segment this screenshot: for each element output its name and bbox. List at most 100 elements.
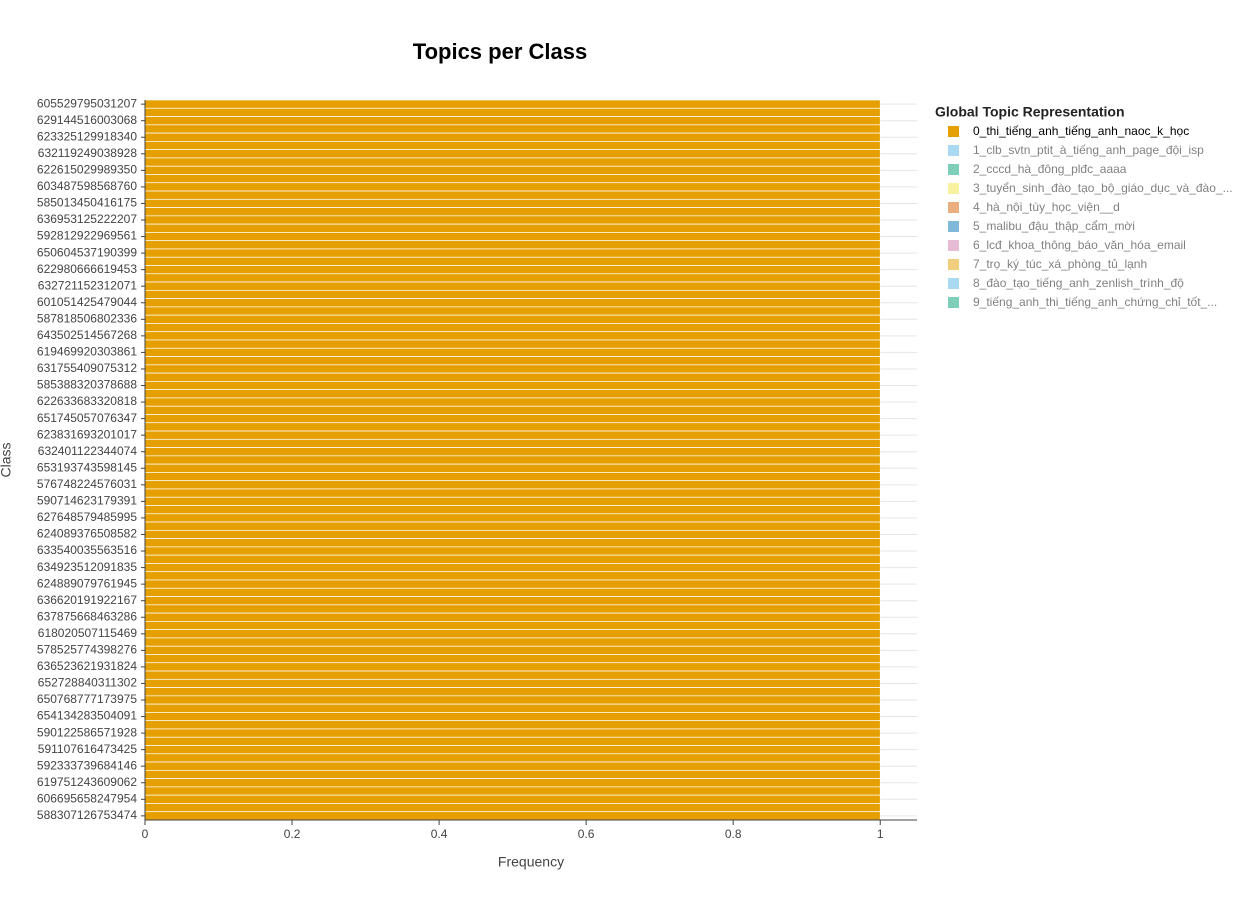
bar bbox=[144, 256, 881, 266]
bar bbox=[144, 306, 881, 316]
bar bbox=[144, 695, 881, 705]
bar bbox=[144, 505, 881, 515]
bar bbox=[144, 678, 881, 688]
bar bbox=[144, 579, 881, 589]
bar bbox=[144, 248, 881, 258]
y-tick-label: 650604537190399 bbox=[37, 245, 137, 259]
legend-label[interactable]: 8_đào_tạo_tiếng_anh_zenlish_trình_độ bbox=[973, 276, 1184, 290]
bar bbox=[144, 149, 881, 159]
bar bbox=[144, 720, 881, 730]
y-tick-label: 632401122344074 bbox=[38, 444, 138, 458]
bar bbox=[144, 289, 881, 299]
bar bbox=[144, 240, 881, 250]
bar bbox=[144, 107, 881, 117]
legend-swatch[interactable] bbox=[948, 164, 959, 175]
bar bbox=[144, 637, 881, 647]
y-tick-label: 636523621931824 bbox=[37, 659, 137, 673]
y-tick-label: 652728840311302 bbox=[38, 676, 138, 690]
bar bbox=[144, 356, 881, 366]
y-tick-label: 619751243609062 bbox=[37, 775, 137, 789]
legend-swatch[interactable] bbox=[948, 259, 959, 270]
y-tick-label: 592333739684146 bbox=[37, 758, 137, 772]
y-tick-label: 627648579485995 bbox=[37, 510, 137, 524]
y-tick-label: 618020507115469 bbox=[38, 626, 138, 640]
y-tick-label: 592812922969561 bbox=[37, 229, 137, 243]
legend-swatch[interactable] bbox=[948, 278, 959, 289]
y-tick-label: 631755409075312 bbox=[37, 361, 137, 375]
legend-label[interactable]: 1_clb_svtn_ptit_à_tiếng_anh_page_đội_isp bbox=[973, 143, 1204, 157]
legend-swatch[interactable] bbox=[948, 183, 959, 194]
bar bbox=[144, 447, 881, 457]
legend-swatch[interactable] bbox=[948, 126, 959, 137]
y-tick-label: 578525774398276 bbox=[37, 643, 137, 657]
x-axis-title: Frequency bbox=[498, 854, 564, 870]
bar bbox=[144, 389, 881, 399]
bar bbox=[144, 745, 881, 755]
legend-swatch[interactable] bbox=[948, 297, 959, 308]
y-tick-label: 629144516003068 bbox=[37, 113, 137, 127]
legend-label[interactable]: 2_cccd_hà_đông_plđc_aaaa bbox=[973, 162, 1127, 176]
bar bbox=[144, 190, 881, 200]
bar bbox=[144, 273, 881, 283]
legend-label[interactable]: 3_tuyển_sinh_đào_tạo_bộ_giáo_dục_và_đào_… bbox=[973, 181, 1233, 195]
bar bbox=[144, 645, 881, 655]
legend-label[interactable]: 9_tiếng_anh_thi_tiếng_anh_chứng_chỉ_tốt_… bbox=[973, 295, 1217, 309]
bar bbox=[144, 174, 881, 184]
y-tick-label: 636953125222207 bbox=[37, 212, 137, 226]
legend-label[interactable]: 7_trọ_ký_túc_xá_phòng_tủ_lạnh bbox=[973, 257, 1147, 271]
legend-swatch[interactable] bbox=[948, 202, 959, 213]
bar bbox=[144, 794, 881, 804]
y-tick-label: 624889079761945 bbox=[37, 576, 137, 590]
y-tick-label: 637875668463286 bbox=[37, 609, 137, 623]
bar bbox=[144, 769, 881, 779]
bar bbox=[144, 157, 881, 167]
bar bbox=[144, 554, 881, 564]
legend-swatch[interactable] bbox=[948, 240, 959, 251]
bar bbox=[144, 488, 881, 498]
legend-label[interactable]: 0_thi_tiếng_anh_tiếng_anh_naoc_k_học bbox=[973, 124, 1189, 138]
y-tick-label: 606695658247954 bbox=[37, 791, 137, 805]
y-tick-label: 590714623179391 bbox=[37, 494, 137, 508]
bar bbox=[144, 422, 881, 432]
legend-label[interactable]: 6_lcđ_khoa_thông_báo_văn_hóa_email bbox=[973, 238, 1186, 252]
bar bbox=[144, 472, 881, 482]
y-tick-label: 624089376508582 bbox=[37, 527, 137, 541]
bar bbox=[144, 712, 881, 722]
y-tick-label: 632721152312071 bbox=[38, 278, 138, 292]
legend-label[interactable]: 5_malibu_đậu_thập_cẩm_mời bbox=[973, 219, 1135, 233]
y-tick-label: 636620191922167 bbox=[37, 593, 137, 607]
legend-label[interactable]: 4_hà_nội_tùy_học_viện__d bbox=[973, 200, 1120, 214]
x-tick-label: 0.6 bbox=[578, 827, 595, 841]
y-tick-label: 587818506802336 bbox=[37, 311, 137, 325]
bar bbox=[144, 141, 881, 151]
bar bbox=[144, 414, 881, 424]
legend-swatch[interactable] bbox=[948, 221, 959, 232]
x-tick-label: 0.4 bbox=[431, 827, 448, 841]
legend-title: Global Topic Representation bbox=[935, 104, 1125, 120]
bar bbox=[144, 480, 881, 490]
bar bbox=[144, 207, 881, 217]
legend-swatch[interactable] bbox=[948, 145, 959, 156]
y-tick-label: 605529795031207 bbox=[37, 96, 137, 110]
bar bbox=[144, 546, 881, 556]
y-tick-label: 622615029989350 bbox=[37, 163, 137, 177]
bar bbox=[144, 778, 881, 788]
bar bbox=[144, 124, 881, 134]
bar bbox=[144, 116, 881, 126]
bar bbox=[144, 629, 881, 639]
bar bbox=[144, 728, 881, 738]
y-tick-label: 623831693201017 bbox=[37, 427, 137, 441]
bar bbox=[144, 563, 881, 573]
bar bbox=[144, 198, 881, 208]
y-tick-label: 576748224576031 bbox=[37, 477, 137, 491]
chart-title: Topics per Class bbox=[413, 39, 587, 64]
bar bbox=[144, 132, 881, 142]
y-tick-label: 622980666619453 bbox=[37, 262, 137, 276]
bar bbox=[144, 314, 881, 324]
y-tick-label: 603487598568760 bbox=[37, 179, 137, 193]
bar bbox=[144, 347, 881, 357]
bar bbox=[144, 612, 881, 622]
y-tick-label: 650768777173975 bbox=[37, 692, 137, 706]
